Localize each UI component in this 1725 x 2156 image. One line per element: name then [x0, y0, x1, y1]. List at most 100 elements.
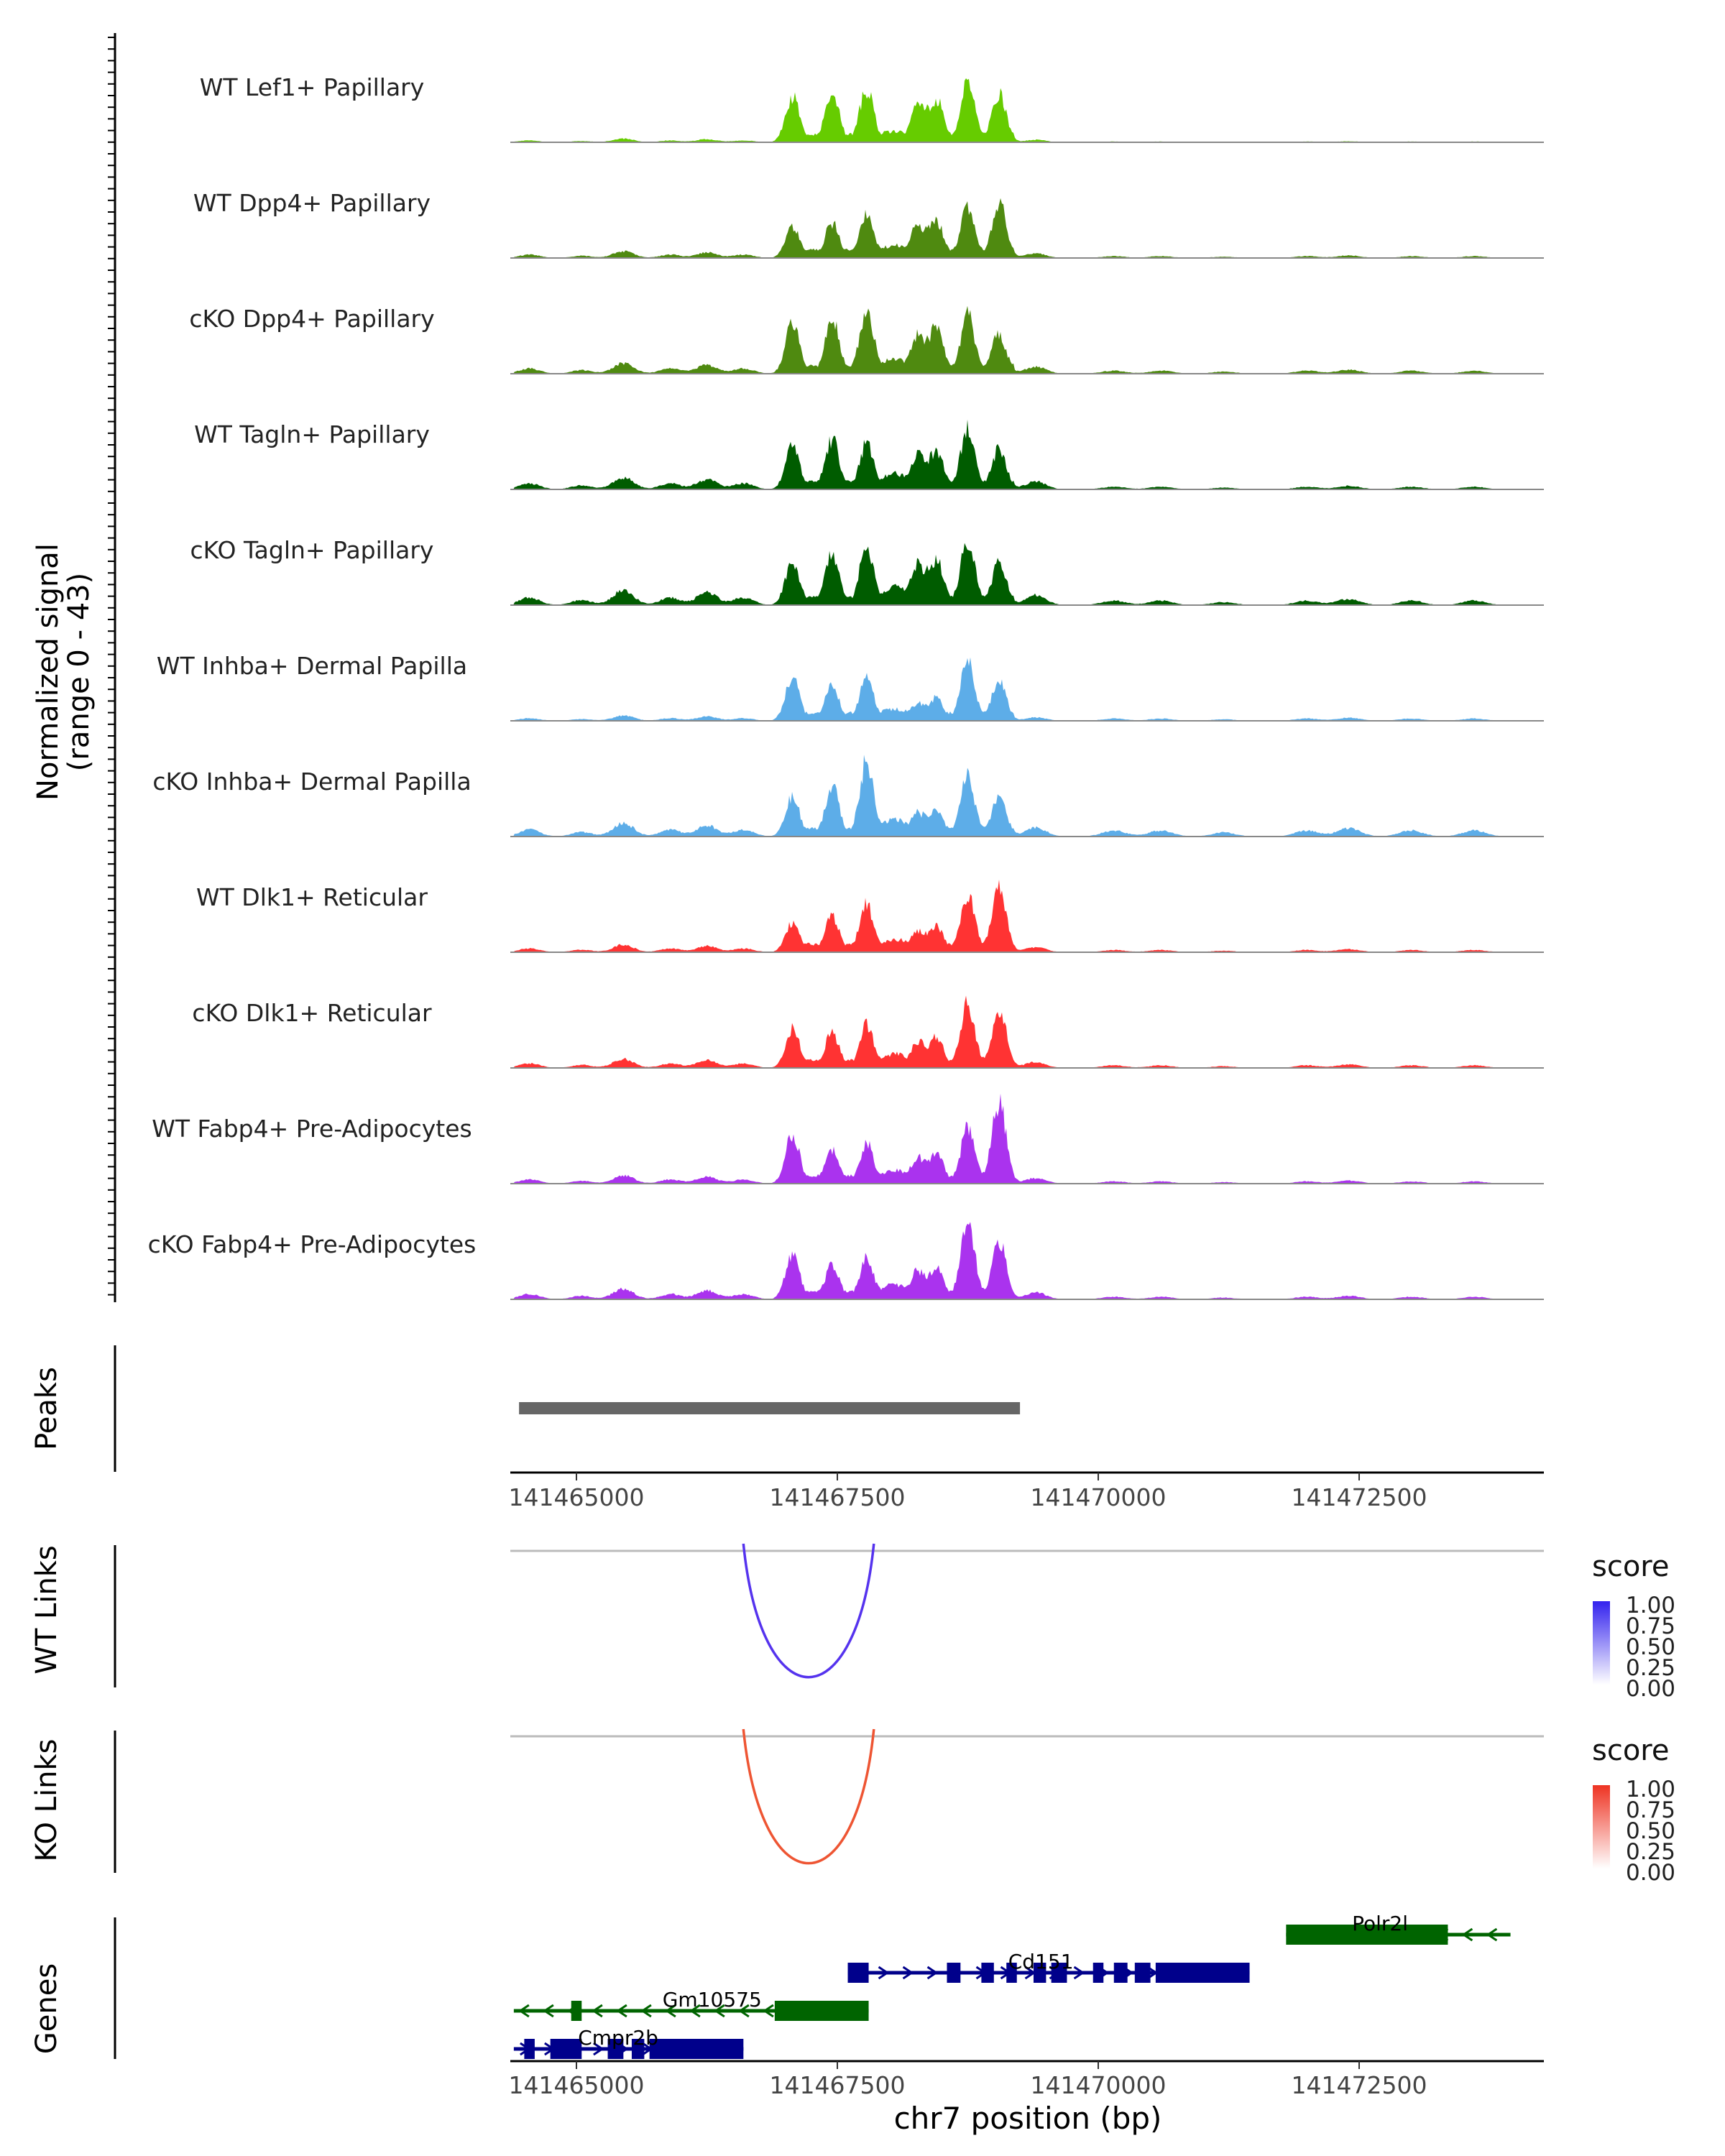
coverage-area — [510, 543, 1544, 605]
gene-exon — [524, 2039, 535, 2059]
x-tick-label: 141465000 — [509, 2071, 645, 2099]
coverage-panel: WT Lef1+ Papillary WT Dpp4+ Papillary cKO … — [108, 33, 1544, 1302]
legend-tick-label: 1.00 — [1626, 1593, 1675, 1618]
coverage-area — [510, 1222, 1544, 1299]
strand-arrow — [689, 2004, 701, 2018]
coverage-track-label: WT Fabp4+ Pre-Adipocytes — [152, 1115, 472, 1143]
coverage-area — [510, 995, 1544, 1068]
coverage-track: WT Fabp4+ Pre-Adipocytes — [152, 1093, 1544, 1184]
coverage-track: cKO Dpp4+ Papillary — [189, 305, 1544, 374]
legend-title: score — [1592, 1550, 1669, 1583]
gene-exon — [1051, 1963, 1067, 1983]
coverage-y-axis-range: (range 0 - 43) — [63, 573, 96, 771]
legend-tick-label: 0.75 — [1626, 1613, 1675, 1639]
x-tick-label: 141467500 — [770, 2071, 906, 2099]
gene-exon — [774, 2001, 869, 2021]
genes-panel: Polr2l Cd151 Gm10575 Cmpr2b 141465000 1414675… — [114, 1912, 1544, 2099]
coverage-area — [510, 657, 1544, 721]
coverage-track-label: WT Inhba+ Dermal Papilla — [157, 652, 467, 680]
coverage-track: WT Tagln+ Papillary — [194, 419, 1544, 490]
genes-track-label: Genes — [30, 1963, 63, 2054]
legend-tick-label: 0.50 — [1626, 1818, 1675, 1844]
links-track: score 1.000.750.500.250.00 — [114, 1543, 1675, 1702]
strand-arrow — [926, 1966, 939, 1980]
gene-exon — [571, 2001, 582, 2021]
strand-arrow — [592, 2004, 603, 2018]
x-tick-label: 141472500 — [1292, 2071, 1427, 2099]
coverage-track: cKO Inhba+ Dermal Papilla — [152, 755, 1544, 837]
coverage-track-label: cKO Dlk1+ Reticular — [192, 999, 432, 1027]
strand-arrow — [738, 2004, 750, 2018]
gene-exon — [1006, 1963, 1017, 1983]
strand-arrow — [1461, 1927, 1473, 1942]
strand-arrow — [1486, 1927, 1498, 1942]
gene-exon — [607, 2039, 624, 2059]
legend-tick-label: 0.75 — [1626, 1797, 1675, 1823]
legend-title: score — [1592, 1734, 1669, 1767]
coverage-track: WT Lef1+ Papillary — [200, 73, 1544, 143]
legend-tick-label: 0.00 — [1626, 1860, 1675, 1886]
gene-label: Polr2l — [1352, 1912, 1408, 1935]
links-panel: score1.000.750.500.250.00score1.000.750.… — [114, 1543, 1675, 1886]
strand-arrow — [902, 1966, 914, 1980]
x-tick-label: 141472500 — [1292, 1483, 1427, 1511]
gene-model: Gm10575 — [513, 1988, 869, 2021]
legend-tick-label: 0.50 — [1626, 1634, 1675, 1660]
legend-tick-label: 0.00 — [1626, 1676, 1675, 1702]
link-arc — [742, 1728, 875, 1865]
gene-exon — [1134, 1963, 1151, 1983]
gene-exon — [649, 2039, 744, 2059]
x-tick-label: 141467500 — [770, 1483, 906, 1511]
legend-tick-label: 1.00 — [1626, 1777, 1675, 1802]
strand-arrow — [665, 2004, 676, 2018]
wt-links-track-label: WT Links — [30, 1545, 63, 1674]
coverage-track-label: cKO Tagln+ Papillary — [190, 536, 434, 564]
coverage-area — [510, 305, 1544, 374]
coverage-track: WT Dlk1+ Reticular — [196, 880, 1544, 953]
gene-exon — [1286, 1925, 1448, 1945]
coverage-track-label: WT Tagln+ Papillary — [194, 420, 430, 448]
gene-exon — [1113, 1963, 1128, 1983]
peaks-track-label: Peaks — [30, 1367, 63, 1450]
peaks-panel: 141465000 141467500 141470000 141472500 — [114, 1345, 1544, 1511]
gene-exon — [550, 2039, 582, 2059]
strand-arrow — [543, 2004, 554, 2018]
coverage-y-axis-title: Normalized signal — [32, 543, 65, 801]
x-axis-title: chr7 position (bp) — [894, 2101, 1162, 2136]
coverage-area — [510, 1093, 1544, 1184]
gene-label: Cd151 — [1008, 1950, 1074, 1973]
coverage-area — [510, 78, 1544, 142]
legend-tick-label: 0.25 — [1626, 1839, 1675, 1865]
strand-arrow — [616, 2004, 627, 2018]
legend-colorbar — [1593, 1785, 1610, 1869]
ko-links-track-label: KO Links — [30, 1739, 63, 1862]
coverage-track-label: WT Dpp4+ Papillary — [193, 189, 431, 217]
coverage-track: cKO Dlk1+ Reticular — [192, 995, 1544, 1069]
peak-region — [519, 1402, 1021, 1414]
gene-exon — [1155, 1963, 1250, 1983]
legend-colorbar — [1593, 1601, 1610, 1685]
x-tick-label: 141470000 — [1031, 2071, 1167, 2099]
coverage-track-label: cKO Fabp4+ Pre-Adipocytes — [148, 1230, 477, 1258]
gene-model: Polr2l — [1286, 1912, 1511, 1945]
legend-tick-label: 0.25 — [1626, 1655, 1675, 1681]
x-tick-label: 141470000 — [1031, 1483, 1167, 1511]
coverage-track: cKO Fabp4+ Pre-Adipocytes — [148, 1222, 1544, 1300]
strand-arrow — [714, 2004, 725, 2018]
coverage-track-label: cKO Dpp4+ Papillary — [189, 305, 434, 333]
coverage-track-label: cKO Inhba+ Dermal Papilla — [152, 768, 471, 796]
links-track: score 1.000.750.500.250.00 — [114, 1728, 1675, 1886]
strand-arrow — [640, 2004, 652, 2018]
gene-exon — [981, 1963, 994, 1983]
coverage-track: WT Inhba+ Dermal Papilla — [157, 652, 1544, 722]
strand-arrow — [763, 2004, 774, 2018]
coverage-track: WT Dpp4+ Papillary — [193, 189, 1544, 259]
gene-exon — [1092, 1963, 1104, 1983]
gene-model: Cmpr2b — [513, 2026, 744, 2059]
coverage-track-label: WT Lef1+ Papillary — [200, 73, 425, 101]
coverage-track: cKO Tagln+ Papillary — [190, 536, 1544, 606]
strand-arrow — [593, 2042, 604, 2056]
gene-exon — [1033, 1963, 1046, 1983]
strand-arrow — [1073, 1966, 1085, 1980]
